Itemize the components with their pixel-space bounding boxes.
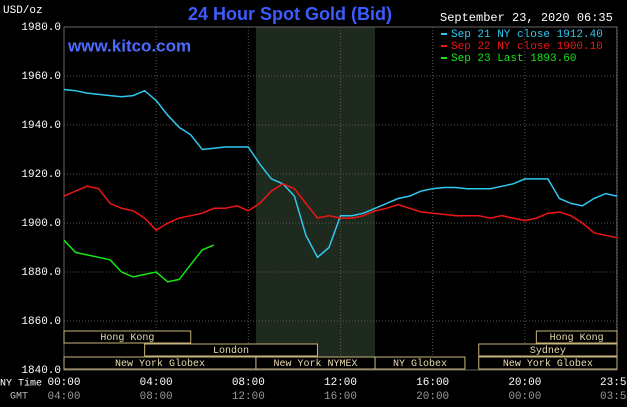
series-line xyxy=(63,182,618,239)
y-tick-label: 1860.0 xyxy=(21,316,61,328)
series-line xyxy=(63,239,215,283)
gmt-tick-label: 20:00 xyxy=(416,391,449,403)
y-tick-label: 1940.0 xyxy=(21,120,61,132)
x-tick-label: 08:00 xyxy=(232,377,265,389)
x-tick-label: 12:00 xyxy=(324,377,357,389)
session-box xyxy=(478,356,618,370)
gmt-tick-label: 03:59 xyxy=(600,391,627,403)
y-tick-label: 1960.0 xyxy=(21,71,61,83)
legend-label: Sep 22 NY close 1900.10 xyxy=(451,41,603,53)
session-box xyxy=(535,330,618,344)
x-tick-label: 16:00 xyxy=(416,377,449,389)
x-tick-label: 23:59 xyxy=(600,377,627,389)
session-box xyxy=(63,330,192,344)
x-tick-label: 00:00 xyxy=(47,377,80,389)
session-label: Hong Kong xyxy=(550,333,604,344)
y-tick-label: 1880.0 xyxy=(21,267,61,279)
session-label: Hong Kong xyxy=(100,333,154,344)
session-box xyxy=(144,343,318,357)
x-tick-label: 20:00 xyxy=(508,377,541,389)
session-label: NY Globex xyxy=(393,358,447,370)
site-label: www.kitco.com xyxy=(67,36,191,55)
x-label-primary: NY Time xyxy=(0,378,42,390)
session-label: Sydney xyxy=(530,345,566,357)
gmt-tick-label: 08:00 xyxy=(140,391,173,403)
y-tick-label: 1900.0 xyxy=(21,218,61,230)
session-box xyxy=(478,343,618,357)
x-tick-label: 04:00 xyxy=(140,377,173,389)
legend-label: Sep 23 Last 1893.60 xyxy=(451,53,576,65)
series-line xyxy=(63,88,618,259)
session-label: New York Globex xyxy=(503,358,593,370)
gmt-tick-label: 04:00 xyxy=(47,391,80,403)
y-tick-label: 1840.0 xyxy=(21,365,61,377)
session-box xyxy=(374,356,466,370)
y-unit: USD/oz xyxy=(3,5,43,17)
timestamp: September 23, 2020 06:35 xyxy=(440,11,613,25)
x-label-secondary: GMT xyxy=(10,392,28,403)
y-tick-label: 1920.0 xyxy=(21,169,61,181)
gmt-tick-label: 00:00 xyxy=(508,391,541,403)
plot-frame xyxy=(63,26,618,371)
chart-title: 24 Hour Spot Gold (Bid) xyxy=(188,4,392,24)
gmt-tick-label: 16:00 xyxy=(324,391,357,403)
shaded-region xyxy=(255,27,376,370)
session-label: New York Globex xyxy=(115,358,205,370)
y-tick-label: 1980.0 xyxy=(21,22,61,34)
session-label: London xyxy=(213,345,249,357)
session-label: New York NYMEX xyxy=(273,358,357,370)
gmt-tick-label: 12:00 xyxy=(232,391,265,403)
legend-label: Sep 21 NY close 1912.40 xyxy=(451,29,603,41)
